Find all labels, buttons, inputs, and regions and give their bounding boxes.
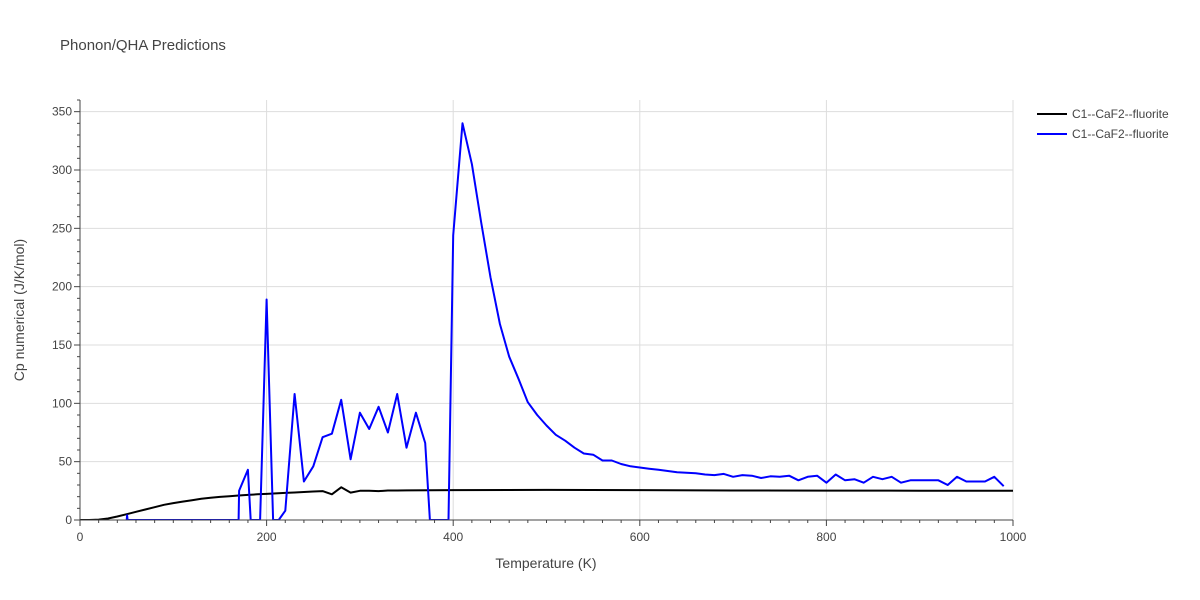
grid xyxy=(80,100,1014,520)
legend-item-1[interactable]: C1--CaF2--fluorite xyxy=(1037,107,1169,121)
x-axis-title: Temperature (K) xyxy=(495,555,596,571)
plot-area xyxy=(80,122,1013,520)
y-axis-title: Cp numerical (J/K/mol) xyxy=(11,239,27,381)
series-line-1 xyxy=(80,486,1013,520)
legend-item-2[interactable]: C1--CaF2--fluorite xyxy=(1037,127,1169,141)
y-tick-label: 250 xyxy=(52,221,72,235)
x-tick-label: 0 xyxy=(77,530,84,544)
chart-title: Phonon/QHA Predictions xyxy=(60,37,226,54)
legend: C1--CaF2--fluorite C1--CaF2--fluorite xyxy=(1037,107,1169,141)
y-tick-label: 150 xyxy=(52,338,72,352)
legend-label: C1--CaF2--fluorite xyxy=(1072,127,1169,141)
x-tick-label: 600 xyxy=(630,530,650,544)
y-tick-label: 200 xyxy=(52,280,72,294)
x-tick-label: 800 xyxy=(816,530,836,544)
y-tick-label: 350 xyxy=(52,105,72,119)
legend-label: C1--CaF2--fluorite xyxy=(1072,107,1169,121)
y-tick-label: 0 xyxy=(65,513,72,527)
y-tick-label: 100 xyxy=(52,396,72,410)
series-line-2 xyxy=(125,122,1005,520)
x-tick-label: 200 xyxy=(257,530,277,544)
x-tick-label: 400 xyxy=(443,530,463,544)
x-tick-label: 1000 xyxy=(1000,530,1027,544)
y-tick-label: 50 xyxy=(59,455,73,469)
x-tick-labels: 0 200 400 600 800 1000 xyxy=(77,530,1027,544)
y-tick-label: 300 xyxy=(52,163,72,177)
y-tick-labels: 0 50 100 150 200 250 300 350 xyxy=(52,105,72,527)
axes xyxy=(74,99,1014,526)
